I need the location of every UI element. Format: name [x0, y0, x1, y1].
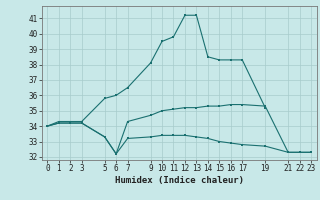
X-axis label: Humidex (Indice chaleur): Humidex (Indice chaleur)	[115, 176, 244, 185]
